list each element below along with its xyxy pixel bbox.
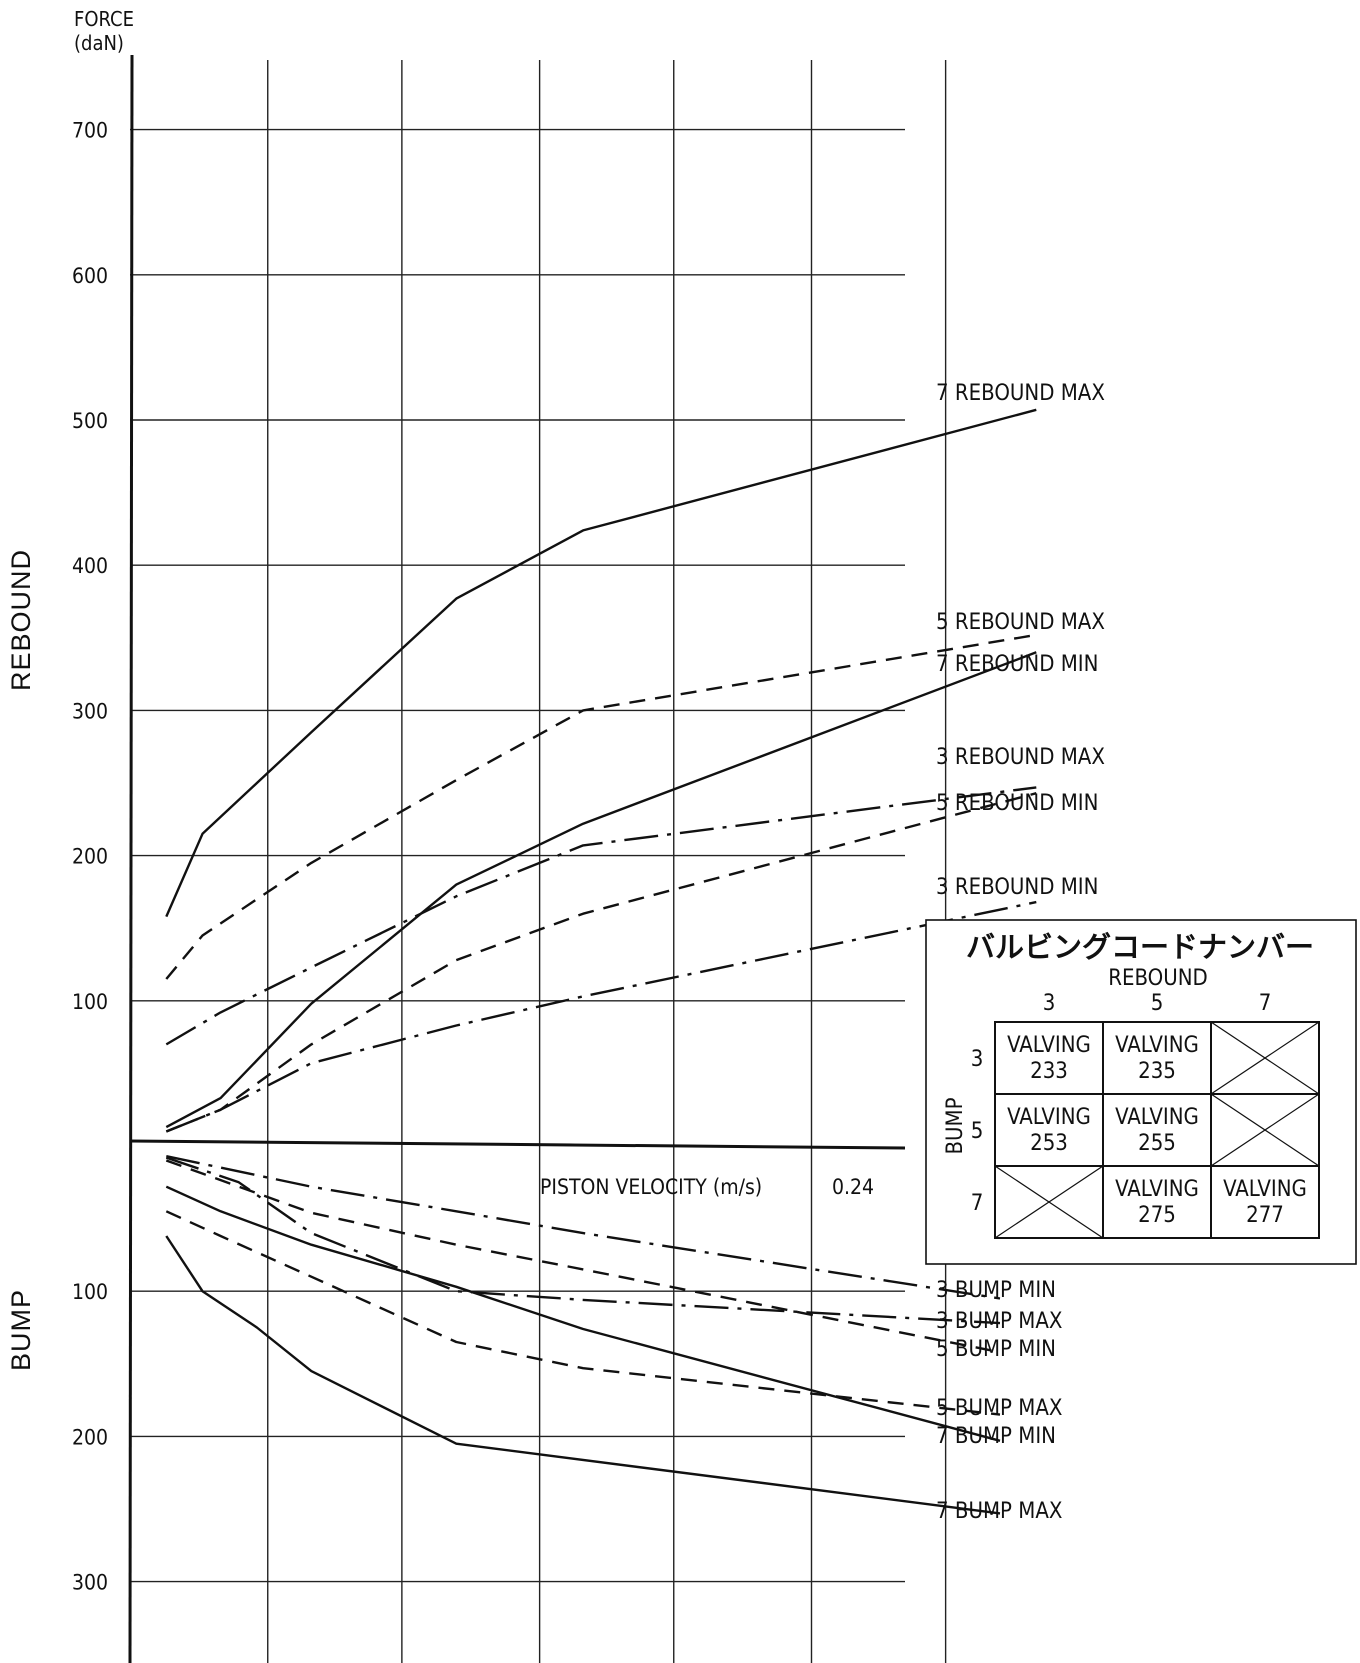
bump-tick-label: 200 [72,1425,108,1449]
rebound-tick-label: 600 [72,264,108,288]
series-line [165,651,1037,1129]
series-line [165,786,1037,1046]
cell-word: VALVING [1115,1033,1199,1058]
cell-code: 253 [1030,1131,1068,1156]
series-label: 7 REBOUND MIN [936,652,1098,677]
series-label: 7 BUMP MIN [936,1424,1056,1449]
cell-cross [1210,1021,1320,1095]
table-col-label: 7 [1259,991,1272,1016]
series-line [165,1156,1001,1325]
series-label: 5 BUMP MIN [936,1337,1056,1362]
series-label: 7 REBOUND MAX [936,381,1105,406]
series-labels: 7 REBOUND MAX 5 REBOUND MAX 7 REBOUND MIN 3… [936,381,1105,1524]
cell-code: 233 [1030,1059,1068,1084]
y-axis-line [128,54,134,1663]
table-row-label: 7 [971,1191,984,1216]
rebound-tick-label: 300 [72,699,108,723]
cell-code: 277 [1246,1203,1284,1228]
cell-word: VALVING [1007,1105,1091,1130]
cell-word: VALVING [1223,1177,1307,1202]
cell-cross [1210,1093,1320,1167]
series-lines [165,408,1037,1515]
bump-tick-label: 300 [72,1571,108,1595]
series-label: 3 REBOUND MIN [936,875,1098,900]
cell-cross [994,1165,1104,1239]
table-col-label: 5 [1151,991,1164,1016]
table-cell [1210,1165,1320,1239]
rebound-tick-label: 400 [72,554,108,578]
table-frame [925,919,1357,1265]
series-line [165,1210,1001,1416]
cell-code: 255 [1138,1131,1176,1156]
bump-tick-label: 100 [72,1280,108,1304]
rebound-tick-label: 700 [72,119,108,143]
cell-code: 275 [1138,1203,1176,1228]
series-label: 7 BUMP MAX [936,1499,1062,1524]
series-line [165,1185,1001,1442]
y-axis-title-line2: (daN) [74,31,124,55]
bump-side-label: BUMP [6,1289,36,1371]
series-label: 5 REBOUND MIN [936,791,1098,816]
series-label: 5 BUMP MAX [936,1396,1062,1421]
series-line [165,408,1037,918]
series-line [165,792,1037,1133]
series-line [165,1159,1001,1354]
rebound-tick-label: 200 [72,845,108,869]
series-line [165,1235,1001,1515]
series-label: 3 BUMP MIN [936,1278,1056,1303]
cell-word: VALVING [1115,1105,1199,1130]
series-line [166,1155,1001,1300]
y-axis-title-line1: FORCE [74,7,134,31]
series-line [165,900,1037,1133]
grid [130,60,947,1663]
cell-word: VALVING [1115,1177,1199,1202]
axes: 100 200 300 400 500 600 700 100 200 300 [72,54,906,1663]
table-title: バルビングコードナンバー [966,930,1314,964]
series-line [165,633,1037,980]
table-row-label: 5 [971,1119,984,1144]
rebound-tick-label: 500 [72,409,108,433]
table-col-header: REBOUND [1108,966,1208,991]
table-row-label: 3 [971,1047,984,1072]
table-col-label: 3 [1043,991,1056,1016]
series-label: 3 REBOUND MAX [936,745,1105,770]
rebound-side-label: REBOUND [6,549,36,691]
cell-code: 235 [1138,1059,1176,1084]
series-label: 3 BUMP MAX [936,1309,1062,1334]
rebound-tick-label: 100 [72,990,108,1014]
x-axis-line [129,1139,906,1150]
series-label: 5 REBOUND MAX [936,610,1105,635]
table-row-header: BUMP [943,1097,968,1154]
x-axis-label: PISTON VELOCITY (m/s) [540,1175,762,1199]
x-axis-max-label: 0.24 [832,1175,874,1199]
cell-word: VALVING [1007,1033,1091,1058]
